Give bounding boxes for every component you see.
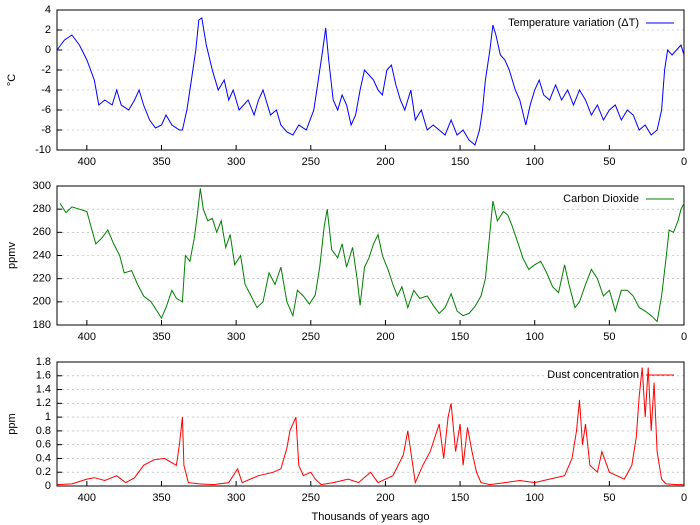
y-tick-label: 260 <box>33 226 51 238</box>
x-tick-label: 350 <box>152 331 170 343</box>
x-tick-label: 150 <box>451 156 469 168</box>
x-tick-label: 100 <box>526 156 544 168</box>
y-tick-label: 4 <box>45 4 51 16</box>
y-tick-label: 220 <box>33 273 51 285</box>
x-tick-label: 350 <box>152 156 170 168</box>
data-line <box>59 188 685 323</box>
x-tick-label: 350 <box>152 492 170 504</box>
x-tick-label: 300 <box>227 156 245 168</box>
y-tick-label: 1.8 <box>36 356 51 368</box>
x-tick-label: 400 <box>78 331 96 343</box>
y-tick-label: 180 <box>33 319 51 331</box>
y-tick-label: 0.4 <box>36 452 51 464</box>
y-tick-label: 0 <box>45 480 51 492</box>
y-tick-label: 2 <box>45 24 51 36</box>
x-tick-label: 0 <box>681 331 687 343</box>
y-tick-label: 1.4 <box>36 383 51 395</box>
y-tick-label: -2 <box>41 64 51 76</box>
y-tick-label: -8 <box>41 124 51 136</box>
y-tick-label: 0.6 <box>36 439 51 451</box>
y-tick-label: 280 <box>33 203 51 215</box>
x-tick-label: 250 <box>302 331 320 343</box>
y-tick-label: 0.2 <box>36 466 51 478</box>
y-axis-label: ppmv <box>6 242 18 269</box>
x-tick-label: 200 <box>376 156 394 168</box>
legend-label: Temperature variation (ΔT) <box>508 17 639 29</box>
x-tick-label: 0 <box>681 492 687 504</box>
y-tick-label: 0 <box>45 44 51 56</box>
y-tick-label: 0.8 <box>36 425 51 437</box>
y-tick-label: 1 <box>45 411 51 423</box>
x-tick-label: 200 <box>376 331 394 343</box>
y-axis-label: °C <box>6 74 18 86</box>
data-line <box>56 367 684 486</box>
plot-frame <box>56 361 685 487</box>
x-tick-label: 150 <box>451 331 469 343</box>
plot-frame <box>56 185 685 326</box>
y-tick-label: 1.2 <box>36 397 51 409</box>
x-tick-label: 100 <box>526 331 544 343</box>
x-tick-label: 150 <box>451 492 469 504</box>
x-tick-label: 50 <box>603 492 615 504</box>
y-tick-label: 200 <box>33 296 51 308</box>
legend-label: Carbon Dioxide <box>563 193 639 205</box>
y-tick-label: -4 <box>41 84 51 96</box>
legend-label: Dust concentration <box>547 369 639 381</box>
x-tick-label: 250 <box>302 492 320 504</box>
y-tick-label: 240 <box>33 249 51 261</box>
x-tick-label: 400 <box>78 156 96 168</box>
data-line <box>56 17 685 146</box>
y-tick-label: 300 <box>33 180 51 192</box>
y-tick-label: -10 <box>35 144 51 156</box>
y-tick-label: -6 <box>41 104 51 116</box>
x-tick-label: 250 <box>302 156 320 168</box>
y-tick-label: 1.6 <box>36 370 51 382</box>
x-axis-label: Thousands of years ago <box>311 511 429 523</box>
plot-frame <box>56 9 685 151</box>
x-tick-label: 50 <box>603 156 615 168</box>
x-tick-label: 100 <box>526 492 544 504</box>
x-tick-label: 50 <box>603 331 615 343</box>
x-tick-label: 400 <box>78 492 96 504</box>
y-axis-label: ppm <box>6 413 18 434</box>
x-tick-label: 200 <box>376 492 394 504</box>
x-tick-label: 300 <box>227 492 245 504</box>
x-tick-label: 0 <box>681 156 687 168</box>
x-tick-label: 300 <box>227 331 245 343</box>
